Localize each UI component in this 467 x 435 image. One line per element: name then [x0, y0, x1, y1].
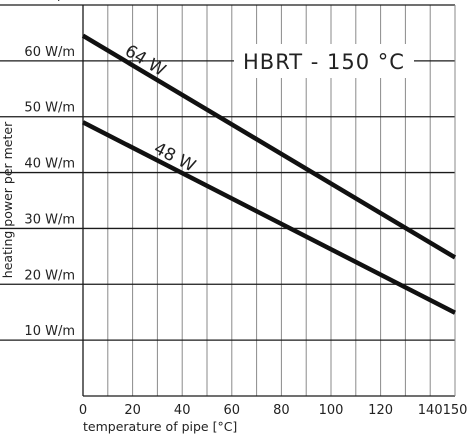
y-tick-label: 60 W/m	[24, 45, 75, 60]
x-tick-label: 140	[418, 403, 443, 418]
x-tick-label: 100	[319, 403, 344, 418]
y-tick-label: 50 W/m	[24, 101, 75, 116]
chart-title-background	[234, 44, 414, 78]
x-tick-label: 40	[174, 403, 191, 418]
y-tick-label: 30 W/m	[24, 212, 75, 227]
series-lines	[81, 33, 457, 315]
x-tick-label: 150	[443, 403, 467, 418]
chart-title: HBRT - 150 °C	[243, 50, 405, 74]
x-tick-label: 120	[368, 403, 393, 418]
series-line-1	[81, 120, 457, 315]
x-tick-label: 60	[224, 403, 241, 418]
axes	[82, 5, 456, 397]
series-line-0	[81, 33, 457, 260]
y-tick-label: 70 W/m	[24, 0, 75, 4]
x-tick-label: 80	[273, 403, 290, 418]
y-tick-labels: 10 W/m 20 W/m 30 W/m 40 W/m 50 W/m 60 W/m 70 W…	[24, 0, 75, 339]
y-tick-label: 20 W/m	[24, 268, 75, 283]
x-axis-label: temperature of pipe [°C]	[83, 419, 237, 434]
x-tick-label: 0	[79, 403, 87, 418]
x-tick-labels: 0 20 40 60 80 100 120 140 150	[79, 403, 467, 418]
y-axis-label: heating power per meter	[0, 121, 15, 278]
x-tick-label: 20	[124, 403, 141, 418]
y-tick-label: 40 W/m	[24, 157, 75, 172]
y-tick-label: 10 W/m	[24, 324, 75, 339]
